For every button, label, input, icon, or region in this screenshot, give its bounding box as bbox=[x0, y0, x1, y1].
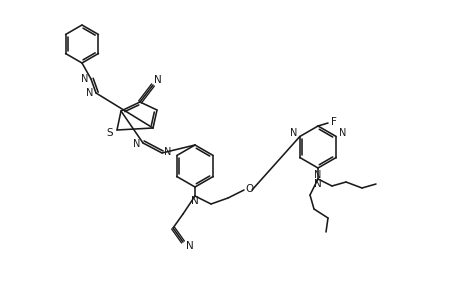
Text: N: N bbox=[290, 128, 298, 138]
Text: N: N bbox=[314, 179, 322, 189]
Text: N: N bbox=[338, 128, 346, 138]
Text: N: N bbox=[87, 88, 94, 98]
Text: O: O bbox=[245, 184, 253, 194]
Text: N: N bbox=[133, 139, 141, 149]
Text: S: S bbox=[107, 128, 113, 138]
Text: N: N bbox=[314, 170, 322, 180]
Text: N: N bbox=[154, 75, 162, 85]
Text: N: N bbox=[186, 241, 194, 251]
Text: F: F bbox=[331, 117, 337, 127]
Text: N: N bbox=[81, 74, 89, 84]
Text: N: N bbox=[164, 147, 172, 157]
Text: N: N bbox=[191, 196, 199, 206]
